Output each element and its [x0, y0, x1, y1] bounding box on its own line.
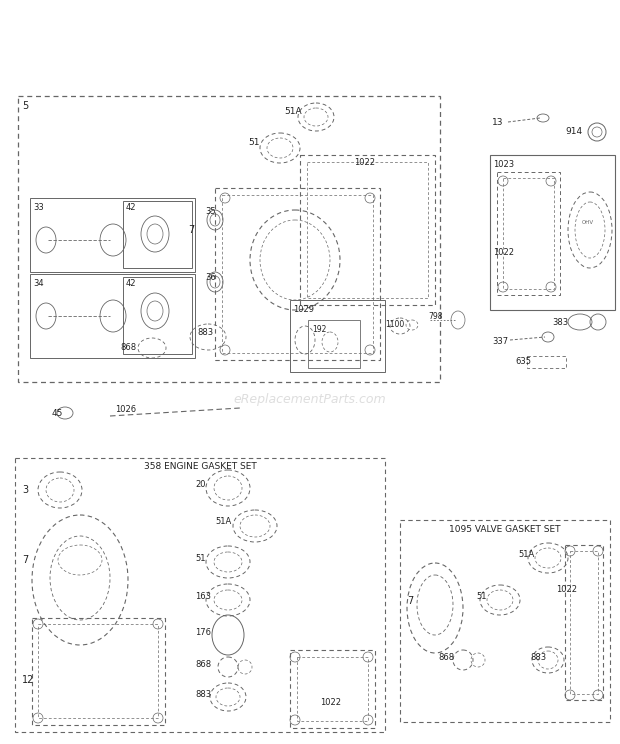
Text: 176: 176	[195, 628, 211, 637]
Bar	[30, 274, 195, 358]
Text: 42: 42	[126, 279, 136, 288]
Text: 868: 868	[195, 660, 211, 669]
Text: 5: 5	[22, 101, 29, 111]
Text: 1100: 1100	[385, 320, 404, 329]
Text: 914: 914	[565, 127, 582, 136]
Bar	[400, 520, 610, 722]
Bar	[18, 96, 440, 382]
Bar	[32, 618, 165, 725]
Text: 1022: 1022	[320, 698, 341, 707]
Text: 7: 7	[22, 555, 29, 565]
Text: 798: 798	[428, 312, 443, 321]
Text: 337: 337	[492, 337, 508, 346]
Text: 868: 868	[438, 653, 454, 662]
Bar	[570, 551, 598, 694]
Bar	[565, 545, 603, 700]
Text: 635: 635	[515, 357, 531, 366]
Text: 51: 51	[476, 592, 487, 601]
Bar	[297, 657, 368, 721]
Text: 34: 34	[33, 279, 43, 288]
Bar	[308, 320, 360, 368]
Text: 35: 35	[205, 207, 216, 216]
Text: 358 ENGINE GASKET SET: 358 ENGINE GASKET SET	[144, 462, 257, 471]
Text: OHV: OHV	[582, 219, 594, 225]
Text: 20: 20	[195, 480, 205, 489]
Text: 12: 12	[22, 675, 34, 685]
Text: 51: 51	[195, 554, 205, 563]
Text: 42: 42	[126, 203, 136, 212]
Text: 51A: 51A	[215, 517, 231, 526]
Text: 1095 VALVE GASKET SET: 1095 VALVE GASKET SET	[450, 525, 560, 534]
Text: 868: 868	[120, 343, 136, 352]
Bar	[490, 155, 615, 310]
Text: 1022: 1022	[493, 248, 514, 257]
Bar	[527, 356, 566, 368]
Text: 51: 51	[248, 138, 260, 147]
Bar	[497, 172, 560, 295]
Bar	[503, 178, 554, 289]
Bar	[123, 277, 192, 354]
Bar	[38, 624, 158, 718]
Text: 51A: 51A	[518, 550, 534, 559]
Bar	[222, 195, 373, 353]
Text: 883: 883	[195, 690, 211, 699]
Bar	[290, 300, 385, 372]
Bar	[215, 188, 380, 360]
Text: 1022: 1022	[556, 585, 577, 594]
Text: 1023: 1023	[493, 160, 514, 169]
Text: 7: 7	[188, 225, 194, 235]
Text: 7: 7	[407, 596, 414, 606]
Text: 883: 883	[530, 653, 546, 662]
Text: 192: 192	[312, 325, 326, 334]
Bar	[123, 201, 192, 268]
Text: 163: 163	[195, 592, 211, 601]
Text: 1022: 1022	[354, 158, 375, 167]
Bar	[307, 162, 428, 298]
Text: 36: 36	[205, 273, 216, 282]
Text: 383: 383	[552, 318, 568, 327]
Bar	[30, 198, 195, 272]
Text: 1026: 1026	[115, 405, 136, 414]
Text: 13: 13	[492, 118, 503, 127]
Text: 1029: 1029	[293, 305, 314, 314]
Bar	[15, 458, 385, 732]
Text: eReplacementParts.com: eReplacementParts.com	[234, 394, 386, 406]
Text: 45: 45	[52, 409, 63, 418]
Text: 3: 3	[22, 485, 28, 495]
Text: 33: 33	[33, 203, 44, 212]
Text: 51A: 51A	[284, 107, 301, 116]
Bar	[290, 650, 375, 728]
Text: 883: 883	[197, 328, 213, 337]
Bar	[300, 155, 435, 305]
